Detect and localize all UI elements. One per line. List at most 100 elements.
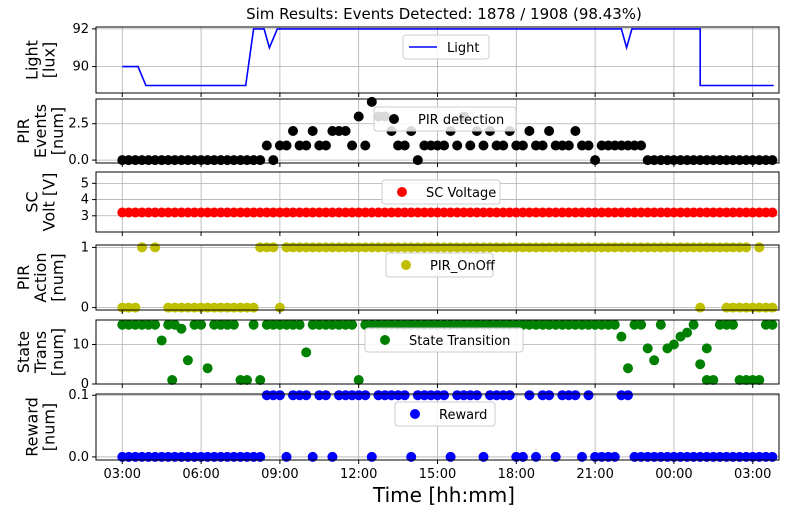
y-tick-label: 0	[81, 301, 89, 316]
y-axis-label: PIR	[14, 265, 33, 290]
reward-point	[274, 390, 285, 401]
reward-point	[406, 451, 417, 462]
legend-light: Light	[402, 34, 490, 60]
state-point	[255, 375, 266, 385]
reward-point	[517, 451, 528, 462]
x-tick-label: 06:00	[182, 467, 219, 482]
reward-point	[471, 390, 482, 401]
pir-point	[517, 140, 528, 151]
state-point	[609, 319, 620, 330]
reward-point	[524, 390, 535, 401]
state-point	[767, 319, 778, 330]
x-tick-label: 00:00	[655, 467, 692, 482]
y-tick-label: 1	[81, 240, 89, 255]
pir-point	[261, 140, 272, 151]
x-tick-label: 12:00	[340, 467, 377, 482]
legend-label: PIR_OnOff	[430, 259, 496, 274]
y-tick-label: 3	[81, 209, 89, 224]
x-axis-label: Time [hh:mm]	[372, 483, 515, 507]
pir-point	[583, 140, 594, 151]
y-tick-label: 0.0	[68, 450, 89, 465]
pir-point	[498, 140, 509, 151]
y-axis-label: Events	[31, 104, 50, 158]
state-point	[616, 331, 627, 342]
y-tick-label: 0	[81, 377, 89, 392]
reward-point	[544, 390, 555, 401]
pir-point	[570, 126, 581, 136]
pir_action-point	[754, 242, 765, 253]
legend-dot-swatch	[401, 260, 411, 270]
state-point	[353, 375, 364, 385]
legend-pir_action: PIR_OnOff	[385, 252, 496, 278]
state-point	[248, 319, 259, 330]
y-tick-label: 10	[72, 337, 89, 352]
legend-pir: PIR detection	[373, 106, 517, 132]
y-axis-label: Action	[31, 252, 50, 302]
reward-point	[281, 451, 292, 462]
reward-point	[583, 390, 594, 401]
reward-point	[570, 390, 581, 401]
light-series-line	[122, 28, 774, 87]
reward-point	[577, 451, 587, 462]
state-point	[649, 355, 660, 366]
y-axis-label: PIR	[14, 118, 33, 143]
x-tick-label: 03:00	[104, 467, 141, 482]
y-axis-label: Light	[23, 40, 42, 80]
pir_action-point	[137, 242, 147, 253]
state-point	[642, 343, 653, 354]
state-point	[695, 359, 706, 370]
reward-point	[550, 451, 561, 462]
reward-point	[320, 390, 331, 401]
state-point	[708, 375, 719, 385]
legend-box	[402, 34, 490, 60]
y-axis-label: SC	[23, 191, 42, 212]
state-point	[182, 355, 193, 366]
pir-point	[767, 155, 778, 166]
legend-reward: Reward	[394, 401, 496, 427]
pir_action-point	[695, 302, 706, 313]
state-point	[176, 323, 187, 334]
legend-dot-swatch	[397, 187, 407, 197]
state-point	[294, 319, 305, 330]
reward-point	[504, 390, 515, 401]
legend-label: Reward	[439, 408, 487, 423]
reward-point	[399, 390, 410, 401]
pir_action-point	[741, 242, 752, 253]
pir-point	[465, 140, 476, 151]
x-tick-label: 03:00	[734, 467, 771, 482]
pir-point	[340, 126, 351, 136]
state-point	[202, 363, 213, 374]
y-tick-label: 4	[81, 193, 89, 208]
pir-point	[288, 126, 298, 136]
legend-dot-swatch	[410, 409, 420, 419]
state-point	[156, 335, 167, 346]
pir-point	[412, 155, 423, 166]
reward-point	[445, 451, 456, 462]
pir_action-point	[248, 302, 259, 313]
reward-point	[609, 451, 620, 462]
pir-point	[636, 140, 647, 151]
x-tick-label: 15:00	[419, 467, 456, 482]
legend-sc: SC Voltage	[381, 179, 501, 205]
y-axis-label: State	[14, 331, 33, 373]
legend-label: Light	[447, 41, 479, 56]
state-point	[228, 319, 239, 330]
x-tick-label: 09:00	[261, 467, 298, 482]
state-point	[196, 319, 207, 330]
state-point	[347, 319, 358, 330]
state-point	[150, 319, 161, 330]
pir-point	[353, 111, 364, 122]
x-tick-label: 18:00	[498, 467, 535, 482]
y-tick-label: 5	[81, 176, 89, 191]
y-tick-label: 0.1	[68, 388, 89, 403]
y-tick-label: 92	[72, 22, 89, 37]
sc-point	[767, 207, 778, 218]
reward-point	[307, 451, 318, 462]
legend-label: State Transition	[409, 334, 510, 349]
pir-point	[320, 140, 331, 151]
pir-point	[524, 126, 535, 136]
